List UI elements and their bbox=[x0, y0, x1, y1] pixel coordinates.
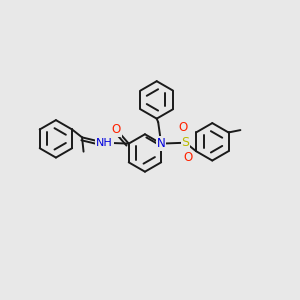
Text: O: O bbox=[178, 122, 188, 134]
Text: N: N bbox=[157, 137, 166, 150]
Text: NH: NH bbox=[96, 138, 113, 148]
Text: O: O bbox=[112, 123, 121, 136]
Text: S: S bbox=[182, 136, 190, 149]
Text: O: O bbox=[183, 151, 193, 164]
